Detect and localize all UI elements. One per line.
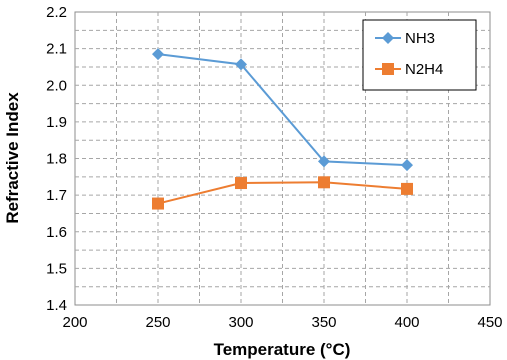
series-line-n2h4 bbox=[157, 181, 408, 205]
y-tick-label: 1.4 bbox=[46, 297, 67, 314]
data-point-n2h4 bbox=[318, 176, 330, 189]
x-tick-labels: 200 250 300 350 400 450 bbox=[62, 314, 502, 331]
x-tick-label: 200 bbox=[62, 314, 87, 331]
data-point-nh3 bbox=[235, 58, 247, 71]
x-axis-title: Temperature (°C) bbox=[214, 340, 351, 359]
data-point-n2h4 bbox=[235, 177, 247, 190]
data-point-n2h4 bbox=[401, 182, 413, 195]
data-point-n2h4 bbox=[152, 197, 164, 210]
legend-marker-n2h4 bbox=[382, 63, 394, 75]
y-tick-labels: 1.4 1.5 1.6 1.7 1.8 1.9 2.0 2.1 2.2 bbox=[46, 4, 67, 314]
legend: NH3 N2H4 bbox=[362, 19, 477, 91]
data-point-nh3 bbox=[318, 155, 330, 168]
x-tick-label: 450 bbox=[477, 314, 502, 331]
data-point-nh3 bbox=[401, 159, 413, 172]
x-tick-label: 350 bbox=[311, 314, 336, 331]
x-tick-label: 250 bbox=[145, 314, 170, 331]
series-group bbox=[152, 48, 413, 210]
y-axis-title: Refractive Index bbox=[3, 92, 22, 224]
x-tick-label: 300 bbox=[228, 314, 253, 331]
x-tick-label: 400 bbox=[394, 314, 419, 331]
legend-label-nh3: NH3 bbox=[405, 30, 435, 47]
legend-marker-nh3 bbox=[382, 32, 394, 44]
data-point-nh3 bbox=[152, 48, 164, 61]
y-tick-label: 1.6 bbox=[46, 224, 67, 241]
y-tick-label: 1.9 bbox=[46, 114, 67, 131]
legend-box bbox=[362, 19, 477, 91]
y-tick-label: 2.2 bbox=[46, 4, 67, 21]
y-tick-label: 2.0 bbox=[46, 77, 67, 94]
y-tick-label: 2.1 bbox=[46, 41, 67, 58]
y-tick-label: 1.5 bbox=[46, 260, 67, 277]
y-tick-label: 1.7 bbox=[46, 187, 67, 204]
legend-label-n2h4: N2H4 bbox=[405, 61, 443, 78]
series-line-nh3 bbox=[157, 53, 408, 167]
y-tick-label: 1.8 bbox=[46, 151, 67, 168]
